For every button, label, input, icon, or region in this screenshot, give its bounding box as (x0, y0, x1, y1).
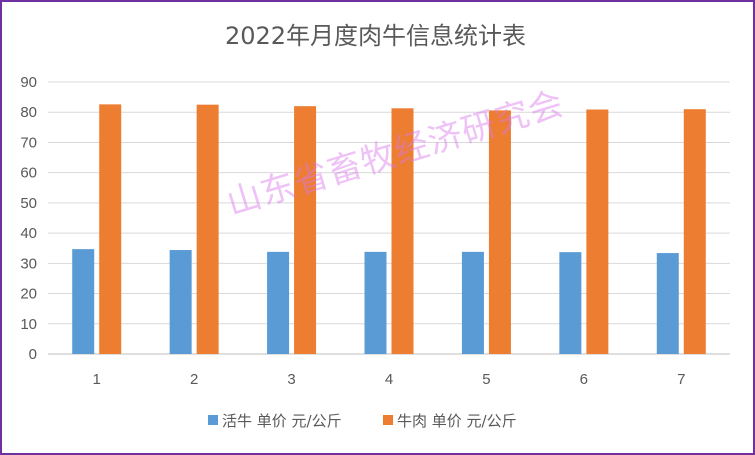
bar-beef-6 (586, 109, 609, 354)
y-tick-label: 90 (20, 74, 37, 91)
bar-beef-7 (683, 109, 706, 354)
x-tick-label: 4 (385, 371, 393, 388)
legend-swatch (208, 415, 218, 425)
bar-beef-1 (99, 104, 122, 354)
chart-title: 2022年月度肉牛信息统计表 (224, 22, 527, 50)
x-tick-label: 6 (580, 371, 588, 388)
bar-beef-2 (196, 104, 219, 355)
y-tick-label: 20 (20, 286, 37, 303)
bar-live-cattle-4 (364, 251, 387, 354)
y-tick-label: 50 (20, 195, 37, 212)
y-tick-label: 70 (20, 134, 37, 151)
legend: 活牛 单价 元/公斤 牛肉 单价 元/公斤 (208, 412, 517, 430)
x-tick-label: 5 (482, 371, 490, 388)
bar-live-cattle-1 (72, 249, 95, 354)
bar-live-cattle-5 (461, 251, 484, 354)
x-tick-label: 2 (190, 371, 198, 388)
bar-live-cattle-7 (656, 253, 679, 354)
bars (72, 104, 706, 355)
bar-beef-4 (391, 108, 414, 354)
x-axis-ticks: 1 2 3 4 5 6 7 (93, 371, 686, 388)
bar-beef-5 (488, 110, 511, 354)
x-tick-label: 7 (677, 371, 685, 388)
y-tick-label: 10 (20, 316, 37, 333)
y-tick-label: 60 (20, 165, 37, 182)
y-tick-label: 30 (20, 255, 37, 272)
legend-label: 活牛 单价 元/公斤 (222, 412, 342, 430)
bar-beef-3 (294, 106, 317, 354)
bar-live-cattle-6 (559, 252, 582, 354)
y-tick-label: 40 (20, 225, 37, 242)
x-tick-label: 3 (287, 371, 295, 388)
x-tick-label: 1 (93, 371, 101, 388)
y-axis-ticks: 0 10 20 30 40 50 60 70 80 90 (20, 74, 37, 363)
gridlines (48, 81, 730, 355)
legend-label: 牛肉 单价 元/公斤 (397, 412, 517, 430)
bar-live-cattle-3 (267, 251, 290, 354)
legend-swatch (383, 415, 393, 425)
y-tick-label: 80 (20, 104, 37, 121)
y-tick-label: 0 (29, 346, 37, 363)
bar-live-cattle-2 (169, 250, 192, 354)
